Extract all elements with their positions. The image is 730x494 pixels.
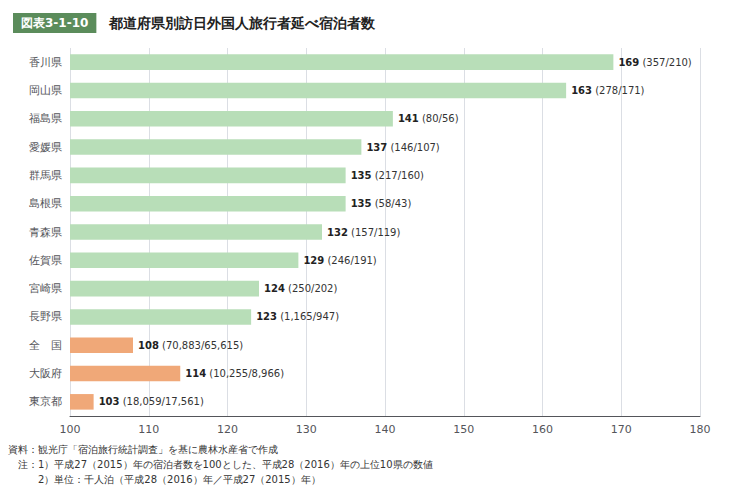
svg-text:(357/210): (357/210) (639, 57, 692, 68)
svg-text:(250/202): (250/202) (285, 283, 338, 294)
svg-text:東京都: 東京都 (29, 395, 62, 408)
svg-text:(146/107): (146/107) (387, 142, 440, 153)
svg-text:135: 135 (351, 170, 372, 181)
svg-text:150: 150 (453, 423, 474, 436)
svg-text:香川県: 香川県 (29, 56, 62, 69)
svg-text:141: 141 (398, 113, 419, 124)
svg-text:(278/171): (278/171) (592, 85, 645, 96)
svg-text:123: 123 (256, 311, 277, 322)
svg-text:(80/56): (80/56) (419, 113, 459, 124)
svg-text:114: 114 (185, 368, 206, 379)
svg-text:129: 129 (303, 255, 324, 266)
svg-text:(18,059/17,561): (18,059/17,561) (119, 396, 203, 407)
svg-text:福島県: 福島県 (29, 112, 62, 125)
svg-text:160: 160 (532, 423, 553, 436)
svg-text:169: 169 (618, 57, 639, 68)
svg-text:島根県: 島根県 (29, 197, 62, 210)
svg-text:108: 108 (138, 340, 159, 351)
svg-text:163: 163 (571, 85, 592, 96)
svg-text:124: 124 (264, 283, 285, 294)
svg-text:130: 130 (296, 423, 317, 436)
svg-text:170: 170 (611, 423, 632, 436)
svg-text:2）単位：千人泊（平成28（2016）年／平成27（2015: 2）単位：千人泊（平成28（2016）年／平成27（2015）年） (8, 474, 321, 485)
svg-text:全 国: 全 国 (29, 339, 62, 352)
svg-text:(1,165/947): (1,165/947) (277, 311, 339, 322)
svg-text:佐賀県: 佐賀県 (29, 254, 62, 267)
svg-text:(10,255/8,966): (10,255/8,966) (206, 368, 284, 379)
svg-text:135: 135 (351, 198, 372, 209)
svg-text:注：1）平成27（2015）年の宿泊者数を100とした、平成: 注：1）平成27（2015）年の宿泊者数を100とした、平成28（2016）年の… (8, 459, 433, 470)
svg-text:図表3-1-10: 図表3-1-10 (21, 16, 88, 30)
svg-text:180: 180 (690, 423, 711, 436)
svg-text:群馬県: 群馬県 (29, 169, 62, 182)
svg-text:愛媛県: 愛媛県 (29, 141, 62, 154)
svg-text:(246/191): (246/191) (324, 255, 377, 266)
svg-text:137: 137 (366, 142, 387, 153)
svg-text:宮崎県: 宮崎県 (29, 282, 62, 295)
svg-text:(58/43): (58/43) (371, 198, 411, 209)
svg-text:資料：観光庁「宿泊旅行統計調査」を基に農林水産省で作成: 資料：観光庁「宿泊旅行統計調査」を基に農林水産省で作成 (8, 444, 278, 455)
svg-text:大阪府: 大阪府 (29, 367, 62, 380)
svg-text:132: 132 (327, 227, 348, 238)
svg-text:(157/119): (157/119) (348, 227, 401, 238)
svg-text:140: 140 (375, 423, 396, 436)
svg-text:100: 100 (60, 423, 81, 436)
svg-text:120: 120 (217, 423, 238, 436)
svg-text:(70,883/65,615): (70,883/65,615) (159, 340, 243, 351)
svg-text:都道府県別訪日外国人旅行者延べ宿泊者数: 都道府県別訪日外国人旅行者延べ宿泊者数 (108, 15, 376, 31)
svg-text:青森県: 青森県 (29, 226, 62, 239)
svg-text:(217/160): (217/160) (371, 170, 424, 181)
svg-text:岡山県: 岡山県 (29, 84, 62, 97)
svg-text:110: 110 (138, 423, 159, 436)
svg-text:103: 103 (99, 396, 120, 407)
svg-text:長野県: 長野県 (29, 310, 62, 323)
